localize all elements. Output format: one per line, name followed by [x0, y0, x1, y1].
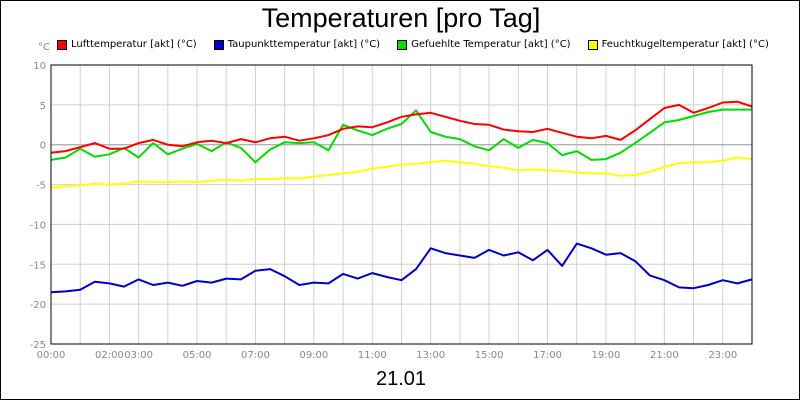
- x-tick-label: 02:00: [95, 350, 124, 361]
- legend-label-gefuehlte-temperatur: Gefuehlte Temperatur [akt] (°C): [411, 39, 571, 50]
- legend-label-lufttemperatur: Lufttemperatur [akt] (°C): [71, 39, 197, 50]
- plot-border: [50, 64, 753, 345]
- y-tick-label: -20: [30, 300, 46, 311]
- x-tick-label: 13:00: [416, 350, 445, 361]
- legend-swatch-taupunkttemperatur: [213, 39, 224, 50]
- legend-item-lufttemperatur: Lufttemperatur [akt] (°C): [57, 39, 197, 50]
- chart-legend: Lufttemperatur [akt] (°C) Taupunkttemper…: [57, 39, 769, 50]
- legend-item-feuchtkugeltemperatur: Feuchtkugeltemperatur [akt] (°C): [587, 39, 769, 50]
- x-tick-label: 05:00: [183, 350, 212, 361]
- legend-item-gefuehlte-temperatur: Gefuehlte Temperatur [akt] (°C): [397, 39, 571, 50]
- x-tick-label: 23:00: [708, 350, 737, 361]
- y-tick-label: -25: [30, 340, 46, 351]
- series-line-2: [50, 108, 752, 164]
- x-tick-label: 21:00: [650, 350, 679, 361]
- y-tick-label: -15: [30, 260, 46, 271]
- y-tick-label: 10: [33, 61, 46, 72]
- legend-swatch-lufttemperatur: [57, 39, 67, 50]
- x-tick-label: 03:00: [124, 350, 153, 361]
- x-tick-label: 11:00: [358, 350, 387, 361]
- legend-swatch-feuchtkugeltemperatur: [587, 39, 598, 50]
- x-tick-label: 15:00: [475, 350, 504, 361]
- y-tick-label: -5: [36, 181, 46, 192]
- x-tick-label: 07:00: [241, 350, 270, 361]
- y-tick-label: 5: [40, 101, 46, 112]
- series-line-0: [50, 100, 753, 154]
- x-tick-label: 00:00: [37, 350, 66, 361]
- y-tick-label: -10: [30, 220, 46, 231]
- y-tick-label: 0: [40, 141, 46, 152]
- x-tick-label: 17:00: [533, 350, 562, 361]
- legend-swatch-gefuehlte-temperatur: [397, 39, 408, 50]
- x-tick-label: 19:00: [592, 350, 621, 361]
- series-line-1: [50, 242, 753, 294]
- y-axis-unit: °C: [38, 42, 50, 53]
- series-line-3: [50, 156, 753, 189]
- legend-label-feuchtkugeltemperatur: Feuchtkugeltemperatur [akt] (°C): [601, 39, 769, 50]
- chart-title: Temperaturen [pro Tag]: [261, 3, 541, 33]
- x-tick-label: 09:00: [299, 350, 328, 361]
- x-axis-date-label: 21.01: [375, 368, 427, 390]
- legend-label-taupunkttemperatur: Taupunkttemperatur [akt] (°C): [227, 39, 381, 50]
- legend-item-taupunkttemperatur: Taupunkttemperatur [akt] (°C): [213, 39, 381, 50]
